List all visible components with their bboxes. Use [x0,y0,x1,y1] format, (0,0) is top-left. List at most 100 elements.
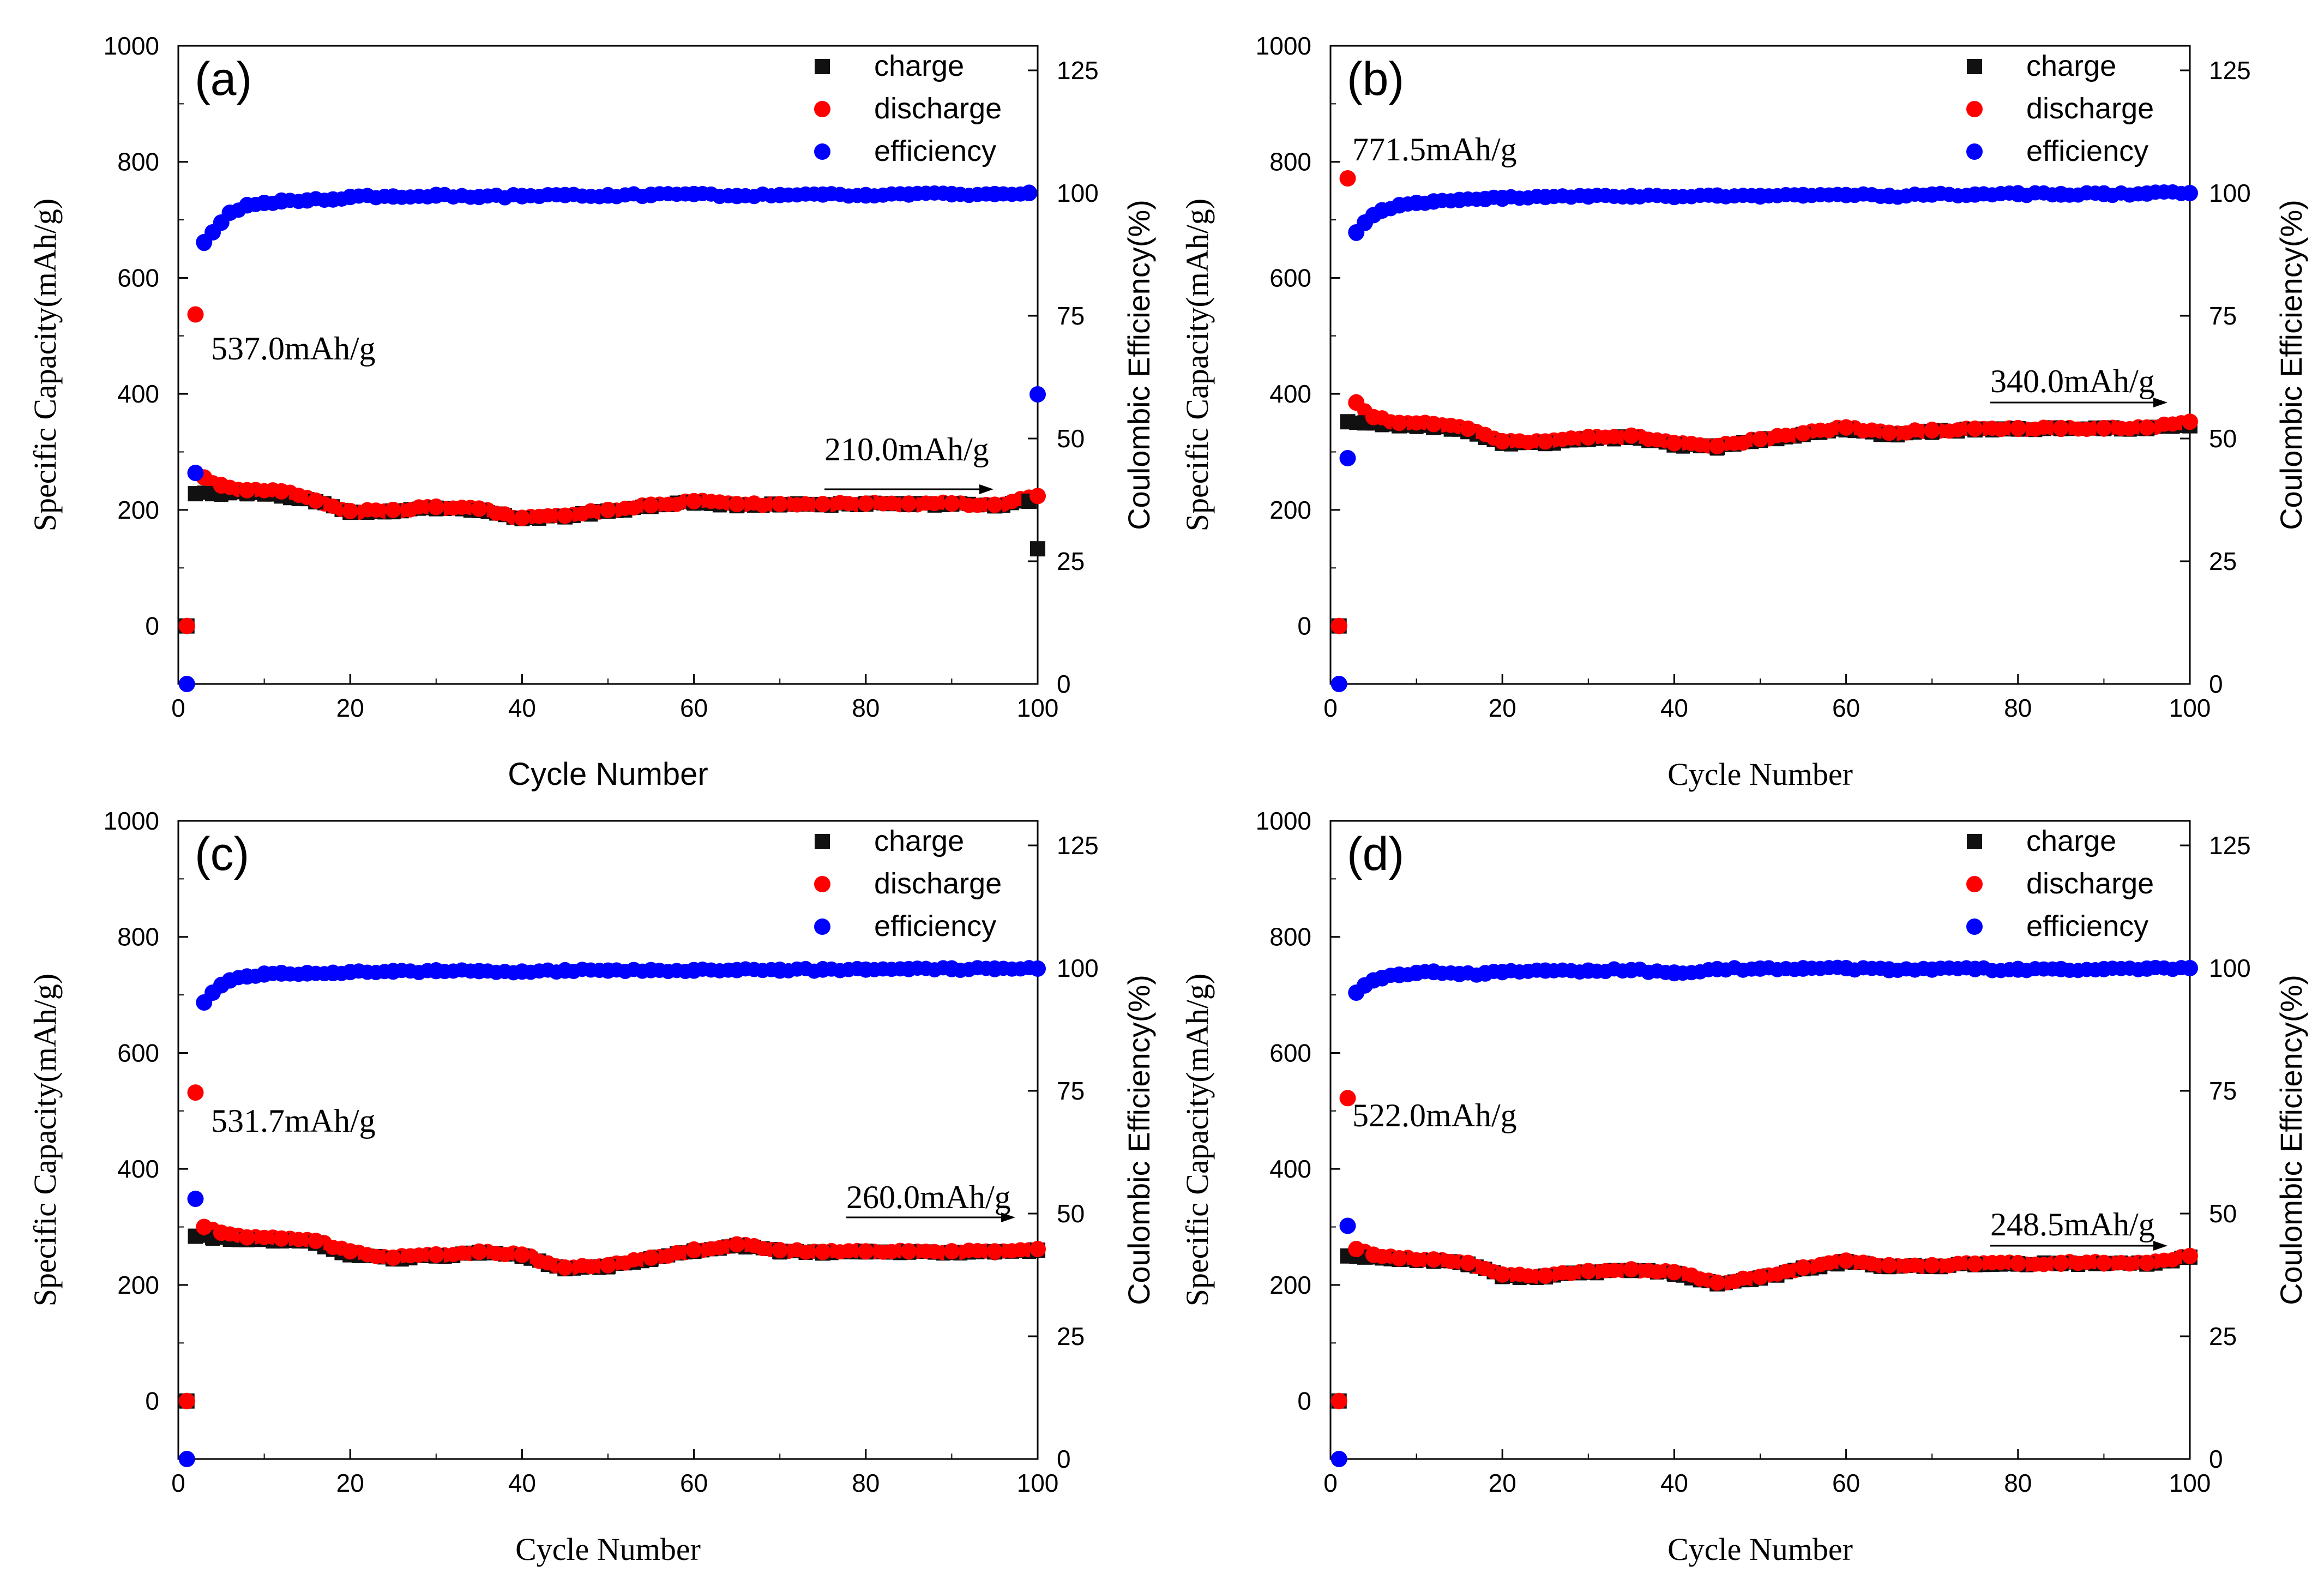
data-point-efficiency [1881,962,1898,978]
data-point-discharge [1494,433,1511,450]
data-point-efficiency [685,185,702,202]
data-point-discharge [1365,409,1382,425]
data-point-discharge [196,1218,213,1235]
data-point-discharge [1460,1254,1477,1271]
data-point-efficiency [1339,450,1356,466]
legend-marker-charge [1967,59,1982,74]
legend-marker-efficiency [814,143,830,160]
data-point-efficiency [1838,960,1855,976]
data-point-efficiency [1537,962,1554,979]
data-point-efficiency [187,1191,204,1207]
data-point-efficiency [342,189,359,206]
data-point-efficiency [299,965,316,981]
y2-tick-label: 50 [2209,1199,2237,1228]
data-point-discharge [900,1243,917,1260]
data-point-discharge [1339,1090,1356,1107]
legend-marker-discharge [1966,876,1983,892]
legend-label-charge: charge [2026,50,2116,82]
y-tick-label: 600 [117,263,159,292]
data-point-discharge [2139,1254,2156,1271]
data-point-efficiency [324,191,341,208]
data-point-discharge [1752,431,1768,448]
data-point-efficiency [1408,965,1425,981]
data-point-efficiency [986,960,1003,977]
data-point-discharge [815,496,831,513]
annotation-initial-capacity: 531.7mAh/g [211,1103,376,1139]
data-point-efficiency [1967,960,1983,977]
x-tick-label: 0 [1323,1469,1338,1497]
data-point-discharge [2052,1254,2069,1271]
x-tick-label: 100 [1017,1469,1059,1497]
y-tick-label: 400 [117,1155,159,1183]
data-point-efficiency [1752,188,1768,205]
y2-tick-label: 100 [1057,954,1099,982]
data-point-efficiency [1709,187,1726,204]
x-tick-label: 20 [1489,1469,1516,1497]
y2-tick-label: 25 [1057,547,1085,575]
data-point-discharge [2009,1255,2026,1272]
y2-tick-label: 75 [1057,1077,1085,1105]
data-point-efficiency [642,962,659,978]
x-tick-label: 80 [2004,694,2032,722]
data-point-efficiency [600,187,616,204]
y2-axis-title: Coulombic Efficiency(%) [2274,975,2308,1305]
data-point-efficiency [1374,970,1390,986]
data-point-discharge [1348,394,1365,411]
data-point-discharge [1348,1240,1365,1257]
data-point-discharge [986,1243,1003,1260]
series-points [178,960,1046,1467]
legend-marker-charge [815,834,830,849]
data-point-discharge [1330,1392,1347,1409]
y-tick-label: 800 [117,923,159,951]
data-point-discharge [1752,1269,1768,1286]
data-point-efficiency [2052,185,2069,202]
data-point-discharge [642,1249,659,1266]
data-point-efficiency [385,963,401,980]
data-point-discharge [471,500,487,517]
data-point-efficiency [857,961,874,978]
data-point-efficiency [600,962,616,979]
y-tick-label: 600 [1269,1038,1311,1067]
data-point-efficiency [178,676,195,692]
y-axis-title: Specific Capacity(mAh/g) [1179,974,1215,1306]
data-point-efficiency [900,960,917,977]
data-point-discharge [213,477,230,494]
x-tick-label: 20 [1489,694,1516,722]
x-tick-label: 80 [852,1469,880,1497]
y2-tick-label: 50 [1057,424,1085,453]
panel-label: (a) [195,53,252,105]
data-point-efficiency [2182,960,2198,976]
data-point-discharge [1967,1256,1983,1272]
data-point-discharge [1924,1257,1941,1274]
data-point-discharge [342,1243,359,1260]
data-point-efficiency [1330,1451,1347,1467]
data-point-discharge [600,1257,616,1274]
data-point-efficiency [1425,193,1442,210]
x-tick-label: 0 [171,694,185,722]
data-point-efficiency [342,964,359,981]
y-tick-label: 400 [1269,380,1311,408]
data-point-efficiency [1029,960,1046,977]
x-tick-label: 40 [1660,694,1688,722]
data-point-efficiency [1795,187,1811,203]
legend-label-discharge: discharge [874,92,1002,125]
data-point-efficiency [178,1451,195,1467]
legend-label-efficiency: efficiency [2026,135,2148,167]
data-point-efficiency [1451,965,1468,982]
legend-label-discharge: discharge [2026,867,2154,900]
data-point-discharge [514,1246,531,1263]
data-point-discharge [1365,1246,1382,1263]
data-point-discharge [273,1230,290,1247]
panel-d: 0 20 40 60 80 1000200400600800100002550751001… [1179,807,2308,1567]
x-axis-title: Cycle Number [508,757,708,792]
data-point-discharge [1666,435,1683,452]
x-axis-title: Cycle Number [515,1532,701,1567]
x-tick-label: 20 [336,1469,364,1497]
data-point-efficiency [815,186,831,203]
data-point-efficiency [2009,961,2026,978]
data-point-discharge [178,1392,195,1409]
annotation-initial-capacity: 522.0mAh/g [1352,1097,1517,1133]
data-point-efficiency [256,195,273,211]
x-tick-label: 40 [1660,1469,1688,1497]
